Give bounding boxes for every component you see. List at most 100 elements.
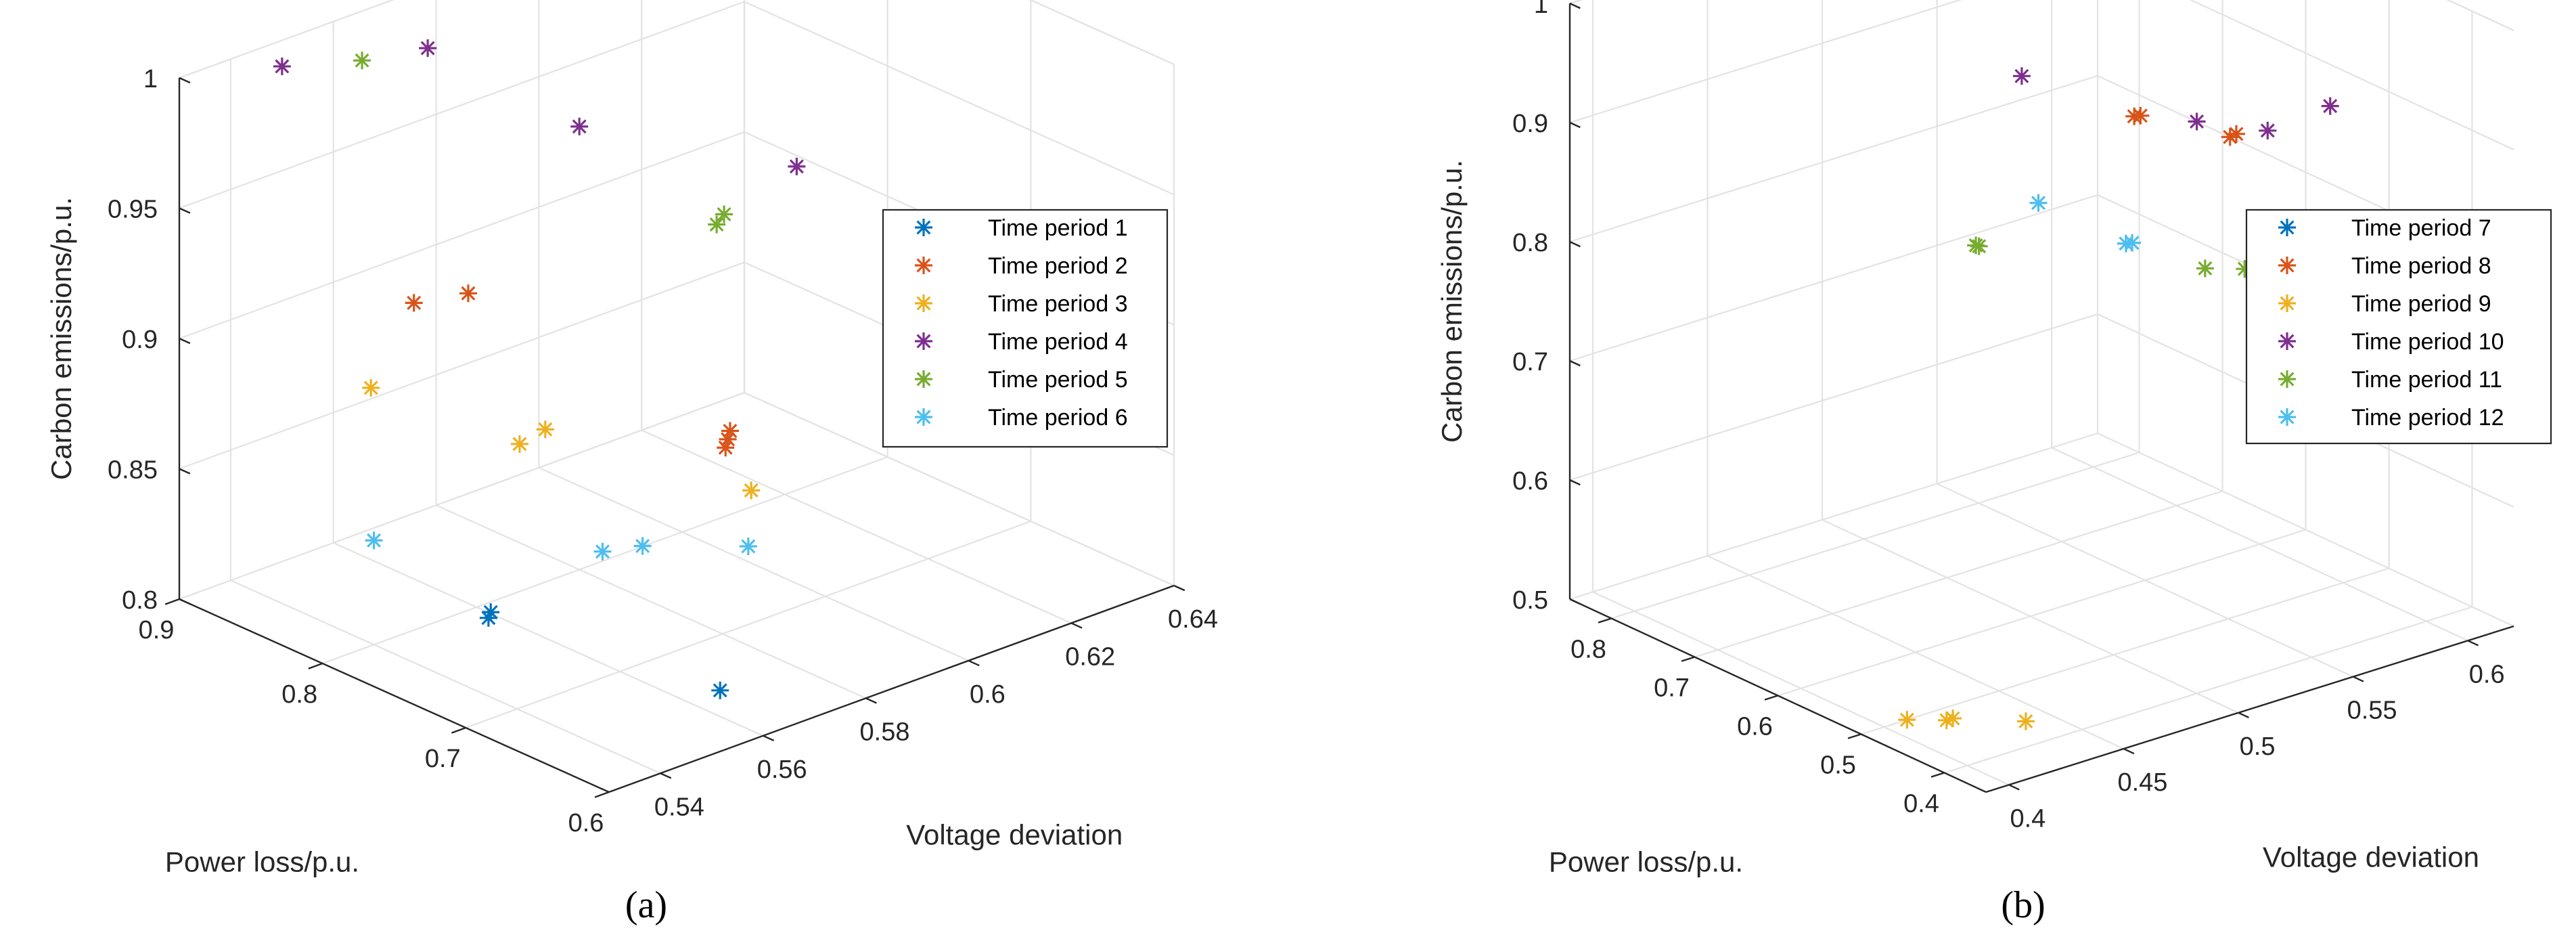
legend-label: Time period 3	[988, 291, 1128, 317]
x-tick-label: 0.64	[1168, 605, 1218, 634]
z-tick	[179, 337, 191, 345]
x-axis-line	[608, 584, 1175, 793]
z-tick-label: 0.5	[1512, 586, 1548, 615]
y-tick-label: 0.8	[281, 680, 317, 709]
data-point	[482, 603, 500, 621]
z-tick-label: 1	[1534, 0, 1548, 19]
data-point	[2012, 67, 2031, 85]
data-point	[2123, 234, 2142, 252]
data-point	[273, 58, 291, 76]
x-tick	[1173, 584, 1185, 592]
grid-line	[1569, 0, 1583, 5]
z-tick	[179, 468, 191, 475]
subplot-a: 0.540.560.580.60.620.640.60.70.80.90.80.…	[45, 0, 1218, 878]
data-point	[419, 39, 437, 58]
data-point	[365, 531, 383, 550]
legend-box	[882, 209, 1169, 448]
x-tick	[2353, 676, 2364, 682]
legend-marker	[915, 370, 932, 388]
data-point	[2029, 194, 2048, 212]
legend-label: Time period 7	[2351, 215, 2491, 241]
series-4	[273, 39, 806, 175]
grid-line	[538, 466, 969, 661]
x-tick	[865, 697, 877, 704]
x-tick	[2123, 747, 2135, 755]
grid-line	[1944, 606, 2472, 774]
y-tick	[1681, 656, 1695, 662]
x-tick-label: 0.4	[2010, 804, 2046, 833]
data-point	[711, 681, 729, 699]
y-tick	[594, 791, 610, 798]
z-tick-label: 0.8	[1512, 229, 1548, 257]
data-point	[2196, 259, 2214, 278]
x-axis-label: Voltage deviation	[2263, 841, 2479, 873]
grid-line	[179, 391, 745, 600]
y-tick-label: 0.6	[568, 809, 604, 837]
data-point	[1898, 711, 1916, 729]
z-tick-label: 0.8	[122, 586, 158, 615]
x-axis-line	[1985, 625, 2514, 793]
z-tick-label: 0.95	[108, 196, 158, 224]
z-tick	[179, 598, 191, 605]
series-5	[1967, 236, 2254, 278]
y-axis-line	[179, 598, 610, 793]
grid-line	[1778, 529, 2306, 697]
data-point	[570, 117, 589, 135]
z-axis-label: Carbon emissions/p.u.	[1436, 160, 1468, 443]
x-axis-label: Voltage deviation	[906, 818, 1123, 850]
y-tick-label: 0.9	[139, 616, 175, 644]
legend-marker	[915, 332, 932, 350]
subplot-b-caption: (b)	[2001, 884, 2045, 926]
series-6	[365, 531, 757, 561]
data-point	[2321, 97, 2339, 115]
legend-label: Time period 4	[988, 329, 1128, 355]
legend-label: Time period 5	[988, 367, 1128, 393]
data-point	[715, 205, 733, 223]
x-tick-label: 0.56	[757, 756, 807, 784]
legend-label: Time period 10	[2351, 329, 2504, 355]
data-point	[2131, 106, 2150, 125]
grid-line	[1611, 452, 2140, 619]
legend-label: Time period 6	[988, 405, 1128, 431]
grid-line	[436, 504, 866, 699]
grid-line	[179, 0, 395, 79]
z-tick	[179, 207, 191, 214]
y-tick-label: 0.4	[1903, 790, 1939, 818]
subplot-b: 0.4 0.45 0.5 0.55 0.6 0.4 0.5 0.6 0.7 0.8 0.5 0.6 0.…	[1436, 0, 2552, 878]
grid-line	[322, 456, 888, 665]
y-tick	[1930, 772, 1945, 778]
y-tick	[451, 726, 466, 734]
z-tick-label: 1	[143, 65, 158, 93]
legend-label: Time period 12	[2351, 405, 2504, 431]
x-tick	[2238, 712, 2249, 719]
y-tick-label: 0.7	[1654, 674, 1690, 703]
grid-line	[179, 1, 745, 209]
legend-marker	[915, 294, 932, 312]
legend-marker	[2278, 370, 2296, 388]
x-tick-label: 0.55	[2347, 697, 2397, 725]
series-3	[1898, 709, 2035, 730]
grid-line	[1029, 0, 1175, 66]
grid-line	[1569, 0, 1583, 5]
z-tick-label: 0.9	[122, 326, 158, 354]
grid-line	[1694, 490, 2223, 658]
grid-line	[1569, 74, 2098, 243]
data-point	[721, 422, 739, 440]
x-tick-label: 0.5	[2240, 732, 2276, 761]
grid-line	[744, 1, 1175, 196]
data-point	[788, 157, 806, 175]
data-point	[633, 537, 652, 555]
legend-label: Time period 8	[2351, 253, 2491, 279]
y-tick-label: 0.5	[1820, 751, 1856, 780]
data-point	[742, 481, 761, 500]
y-axis-label: Power loss/p.u.	[165, 846, 359, 878]
grid-line	[1569, 194, 2098, 362]
grid-line	[1861, 567, 2389, 735]
z-tick	[1569, 598, 1581, 605]
data-point	[362, 378, 380, 397]
legend-marker	[2278, 294, 2296, 312]
grid-line	[179, 131, 745, 340]
data-point	[708, 215, 726, 234]
legend-marker	[2278, 332, 2296, 350]
